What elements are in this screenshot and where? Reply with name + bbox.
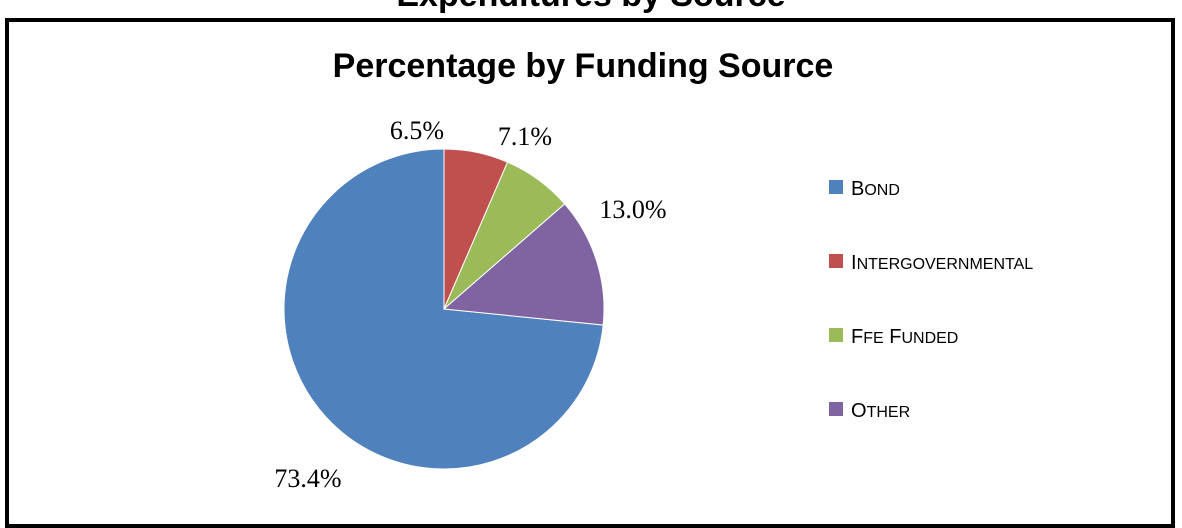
legend-swatch-bond (829, 180, 843, 194)
legend-label-bond: BOND (851, 178, 900, 200)
legend-label-intergovernmental: INTERGOVERNMENTAL (851, 252, 1033, 274)
chart-title: Percentage by Funding Source (333, 47, 834, 85)
legend-label-other: OTHER (851, 400, 910, 422)
legend-swatch-intergovernmental (829, 254, 843, 268)
legend-swatch-ffe-funded (829, 328, 843, 342)
data-label-bond: 73.4% (274, 464, 341, 493)
legend-swatch-other (829, 402, 843, 416)
page-header: Expenditures by Source (0, 0, 1182, 15)
data-labels: 73.4% 6.5% 7.1% 13.0% (274, 116, 666, 493)
data-label-other: 13.0% (599, 195, 666, 224)
data-label-intergovernmental: 6.5% (390, 116, 444, 145)
legend: BOND INTERGOVERNMENTAL FFE FUNDED OTHER (829, 178, 1033, 422)
data-label-ffe-funded: 7.1% (498, 122, 552, 151)
pie-slice-other (442, 203, 605, 326)
legend-label-ffe-funded: FFE FUNDED (851, 326, 958, 348)
pie-slices (283, 148, 605, 470)
